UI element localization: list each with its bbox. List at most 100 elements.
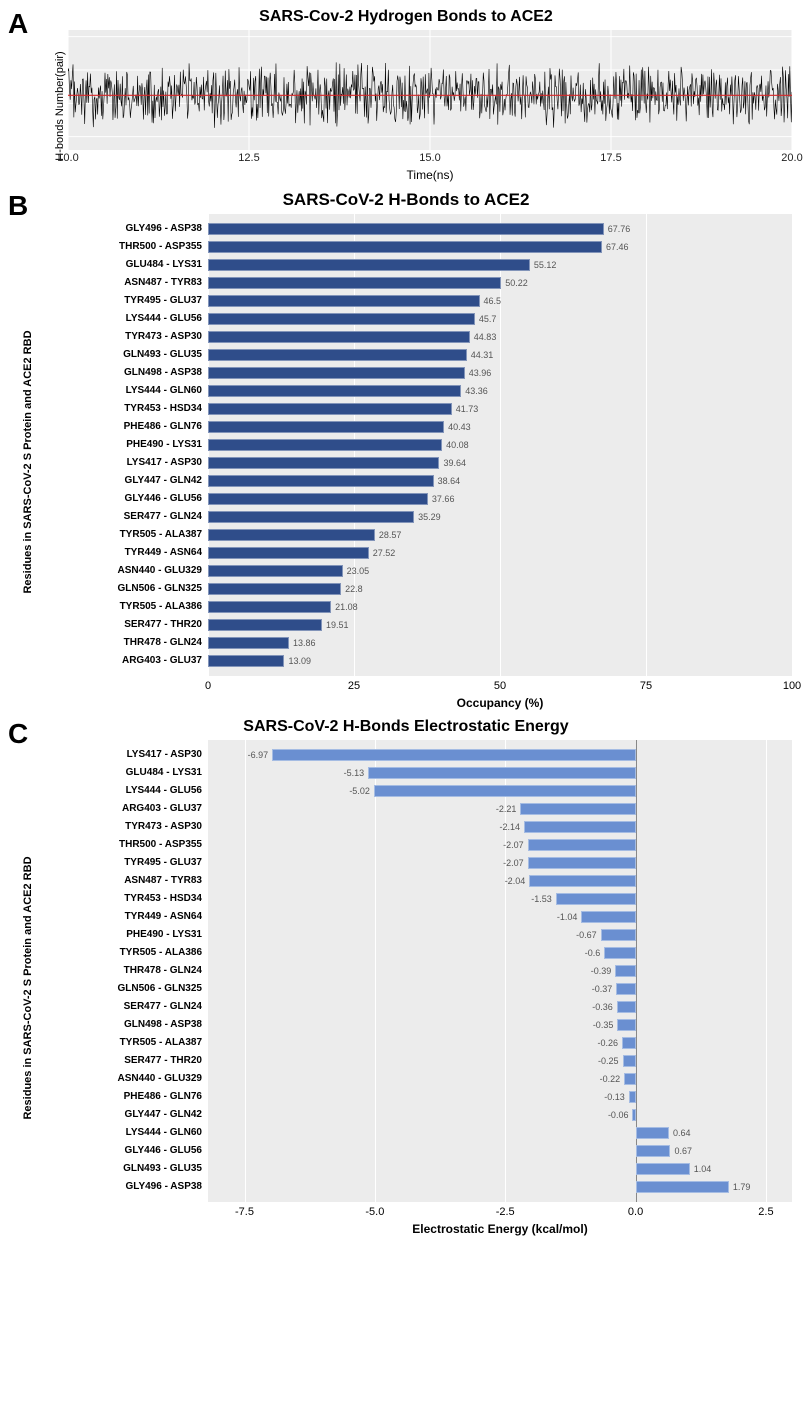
category-label: THR478 - GLN24 (78, 962, 208, 980)
bar-value-label: 46.5 (480, 296, 502, 306)
bar-track: 13.86 (208, 636, 792, 650)
panel-b-bars: 67.76 67.46 55.1250.22 46.5 45.7 44.83 44.31 43… (208, 214, 792, 676)
bar (636, 1163, 690, 1175)
x-tick: 25 (348, 680, 360, 692)
panel-a-xtick: 20.0 (781, 152, 802, 164)
category-label: PHE490 - LYS31 (78, 926, 208, 944)
category-label: TYR473 - ASP30 (78, 328, 208, 346)
bar (616, 983, 635, 995)
category-label: THR500 - ASP355 (78, 238, 208, 256)
category-label: PHE486 - GLN76 (78, 418, 208, 436)
category-label: GLY447 - GLN42 (78, 1106, 208, 1124)
category-label: TYR495 - GLU37 (78, 854, 208, 872)
bar (208, 601, 331, 613)
x-tick: -7.5 (235, 1206, 254, 1218)
x-tick: 2.5 (758, 1206, 773, 1218)
bar-value-label: 21.08 (331, 602, 358, 612)
bar-track: 67.46 (208, 240, 792, 254)
x-tick: -5.0 (365, 1206, 384, 1218)
bar-track: 67.76 (208, 222, 792, 236)
category-label: GLY446 - GLU56 (78, 1142, 208, 1160)
bar-value-label: 40.43 (444, 422, 471, 432)
panel-b-plotarea: Residues in SARS-CoV-2 S Protein and ACE… (78, 214, 792, 710)
x-tick: 0.0 (628, 1206, 643, 1218)
bar-track: -0.22 (208, 1072, 792, 1086)
panel-a-lineplot: 5101520 (68, 30, 792, 150)
bar-track: 46.5 (208, 294, 792, 308)
bar-value-label: -1.53 (531, 894, 556, 904)
bar-track: 40.08 (208, 438, 792, 452)
bar-track: -2.07 (208, 838, 792, 852)
bar-track: -2.14 (208, 820, 792, 834)
x-tick: 0 (205, 680, 211, 692)
bar-value-label: -2.07 (503, 858, 528, 868)
bar-value-label: 27.52 (369, 548, 396, 558)
category-label: THR500 - ASP355 (78, 836, 208, 854)
category-label: TYR473 - ASP30 (78, 818, 208, 836)
bar-value-label: 1.04 (690, 1164, 712, 1174)
bar (208, 223, 604, 235)
x-tick: -2.5 (496, 1206, 515, 1218)
bar-value-label: 39.64 (439, 458, 466, 468)
category-label: TYR453 - HSD34 (78, 400, 208, 418)
panel-b-xlabel: Occupancy (%) (208, 696, 792, 710)
category-label: GLU484 - LYS31 (78, 764, 208, 782)
bar-track: 27.52 (208, 546, 792, 560)
bar (623, 1055, 636, 1067)
bar-value-label: -2.07 (503, 840, 528, 850)
bar-track: 40.43 (208, 420, 792, 434)
bar-value-label: 41.73 (452, 404, 479, 414)
bar-value-label: 50.22 (501, 278, 528, 288)
category-label: ASN487 - TYR83 (78, 274, 208, 292)
bar-value-label: 55.12 (530, 260, 557, 270)
bar (208, 367, 465, 379)
bar-value-label: 37.66 (428, 494, 455, 504)
bar-track: 41.73 (208, 402, 792, 416)
bar (208, 277, 501, 289)
bar (368, 767, 635, 779)
bar-value-label: 45.7 (475, 314, 497, 324)
bar (208, 655, 284, 667)
category-label: PHE490 - LYS31 (78, 436, 208, 454)
bar-track: -0.06 (208, 1108, 792, 1122)
panel-c-title: SARS-CoV-2 H-Bonds Electrostatic Energy (8, 718, 804, 736)
bar-value-label: 38.64 (434, 476, 461, 486)
category-label: PHE486 - GLN76 (78, 1088, 208, 1106)
bar (208, 421, 444, 433)
bar-track: -1.04 (208, 910, 792, 924)
panel-a-xtick: 15.0 (419, 152, 440, 164)
bar-track: -0.13 (208, 1090, 792, 1104)
panel-c-categories: LYS417 - ASP30GLU484 - LYS31LYS444 - GLU… (78, 740, 208, 1202)
category-label: ARG403 - GLU37 (78, 652, 208, 670)
category-label: GLY496 - ASP38 (78, 1178, 208, 1196)
bar-track: -0.67 (208, 928, 792, 942)
x-tick: 100 (783, 680, 801, 692)
category-label: GLU484 - LYS31 (78, 256, 208, 274)
bar-value-label: 19.51 (322, 620, 349, 630)
bar-track: 21.08 (208, 600, 792, 614)
bar-track: 22.8 (208, 582, 792, 596)
bar-value-label: 40.08 (442, 440, 469, 450)
panel-b-xticks: 0255075100 (208, 680, 792, 694)
bar-value-label: -0.35 (593, 1020, 618, 1030)
bar-track: 0.67 (208, 1144, 792, 1158)
bar-value-label: 0.67 (671, 1146, 693, 1156)
bar-track: -2.04 (208, 874, 792, 888)
bar-value-label: 43.96 (465, 368, 492, 378)
bar-track: 44.83 (208, 330, 792, 344)
category-label: GLY447 - GLN42 (78, 472, 208, 490)
bar (617, 1001, 636, 1013)
bar (528, 857, 636, 869)
panel-a-plotarea: H-bonds Number(pair) 5101520 10.012.515.… (68, 30, 792, 182)
bar-track: 44.31 (208, 348, 792, 362)
bar-value-label: -1.04 (557, 912, 582, 922)
bar (208, 529, 375, 541)
bar (208, 511, 414, 523)
bar-value-label: -0.22 (600, 1074, 625, 1084)
bar (208, 241, 602, 253)
panel-a: A SARS-Cov-2 Hydrogen Bonds to ACE2 H-bo… (8, 8, 804, 182)
category-label: TYR495 - GLU37 (78, 292, 208, 310)
category-label: LYS444 - GLU56 (78, 782, 208, 800)
panel-c-xlabel: Electrostatic Energy (kcal/mol) (208, 1222, 792, 1236)
bar (208, 439, 442, 451)
